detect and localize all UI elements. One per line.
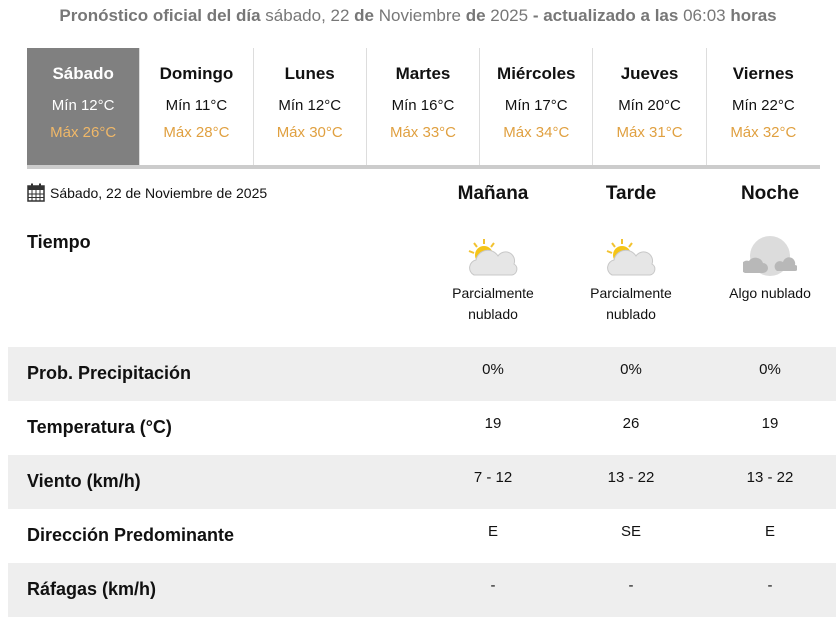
- day-max: Máx 28°C: [163, 124, 230, 141]
- day-name: Martes: [395, 64, 451, 83]
- date-text: Sábado, 22 de Noviembre de 2025: [50, 184, 268, 201]
- weather-desc: Parcialmente: [452, 285, 534, 301]
- day-max: Máx 34°C: [503, 124, 570, 141]
- value-manana: 7 - 12: [473, 469, 513, 486]
- day-min: Mín 12°C: [51, 97, 115, 114]
- value-noche: 19: [761, 415, 779, 432]
- day-name: Domingo: [159, 64, 234, 83]
- row-rafagas: Ráfagas (km/h) - - -: [8, 563, 836, 617]
- day-tab-viernes[interactable]: Viernes Mín 22°C Máx 32°C: [707, 48, 820, 165]
- value-noche: -: [767, 577, 773, 594]
- partly-cloudy-day-icon: [606, 239, 656, 276]
- day-tab-lunes[interactable]: Lunes Mín 12°C Máx 30°C: [254, 48, 367, 165]
- weather-tarde: Parcialmente nublado: [561, 235, 701, 325]
- day-max: Máx 30°C: [276, 124, 343, 141]
- period-heading-tarde: Tarde: [605, 183, 657, 204]
- day-min: Mín 17°C: [504, 97, 568, 114]
- calendar-icon: [27, 183, 45, 202]
- value-tarde: -: [628, 577, 634, 594]
- value-tarde: 13 - 22: [607, 469, 655, 486]
- row-label: Viento (km/h): [27, 471, 141, 491]
- weather-desc-2: nublado: [468, 306, 518, 322]
- day-max: Máx 31°C: [616, 124, 683, 141]
- partly-cloudy-night-icon: [743, 236, 797, 276]
- day-name: Miércoles: [497, 64, 576, 83]
- day-min: Mín 16°C: [391, 97, 455, 114]
- value-manana: -: [490, 577, 496, 594]
- value-tarde: SE: [620, 523, 641, 540]
- value-noche: 0%: [759, 361, 781, 378]
- weather-desc: Parcialmente: [590, 285, 672, 301]
- day-max: Máx 32°C: [730, 124, 797, 141]
- period-heading-manana: Mañana: [457, 183, 529, 204]
- row-label: Temperatura (°C): [27, 417, 172, 437]
- day-min: Mín 20°C: [618, 97, 681, 114]
- row-label: Prob. Precipitación: [27, 363, 192, 383]
- page-title: Pronóstico oficial del día sábado, 22 de…: [59, 6, 777, 25]
- selected-date: Sábado, 22 de Noviembre de 2025: [27, 183, 267, 202]
- row-viento: Viento (km/h) 7 - 12 13 - 22 13 - 22: [8, 455, 836, 509]
- day-max: Máx 33°C: [389, 124, 456, 141]
- weather-noche: Algo nublado: [700, 235, 836, 304]
- day-tab-domingo[interactable]: Domingo Mín 11°C Máx 28°C: [140, 48, 254, 165]
- row-direccion: Dirección Predominante E SE E: [8, 509, 836, 563]
- value-tarde: 26: [622, 415, 640, 432]
- partly-cloudy-day-icon: [468, 239, 518, 276]
- day-name: Viernes: [732, 64, 794, 83]
- value-tarde: 0%: [620, 361, 642, 378]
- weather-desc-2: nublado: [606, 306, 656, 322]
- value-noche: 13 - 22: [746, 469, 794, 486]
- row-temperatura: Temperatura (°C) 19 26 19: [8, 401, 836, 455]
- day-max: Máx 26°C: [50, 124, 117, 141]
- row-precipitacion: Prob. Precipitación 0% 0% 0%: [8, 347, 836, 401]
- day-min: Mín 11°C: [165, 97, 228, 114]
- day-name: Sábado: [52, 64, 114, 83]
- weather-desc: Algo nublado: [729, 285, 811, 301]
- day-tab-martes[interactable]: Martes Mín 16°C Máx 33°C: [367, 48, 481, 165]
- value-manana: 19: [484, 415, 502, 432]
- day-min: Mín 22°C: [731, 97, 795, 114]
- value-noche: E: [764, 523, 775, 540]
- day-tab-jueves[interactable]: Jueves Mín 20°C Máx 31°C: [593, 48, 707, 165]
- period-heading-noche: Noche: [740, 183, 800, 204]
- day-name: Lunes: [284, 64, 335, 83]
- weather-manana: Parcialmente nublado: [423, 235, 563, 325]
- day-tab-sabado[interactable]: Sábado Mín 12°C Máx 26°C: [27, 48, 141, 165]
- value-manana: 0%: [482, 361, 504, 378]
- value-manana: E: [487, 523, 498, 540]
- tiempo-label: Tiempo: [27, 232, 91, 252]
- row-label: Dirección Predominante: [27, 525, 235, 545]
- row-label: Ráfagas (km/h): [27, 579, 157, 599]
- day-tabs: Sábado Mín 12°C Máx 26°C Domingo Mín 11°C Má…: [27, 48, 820, 169]
- day-tab-miercoles[interactable]: Miércoles Mín 17°C Máx 34°C: [480, 48, 594, 165]
- day-name: Jueves: [620, 64, 679, 83]
- day-min: Mín 12°C: [278, 97, 342, 114]
